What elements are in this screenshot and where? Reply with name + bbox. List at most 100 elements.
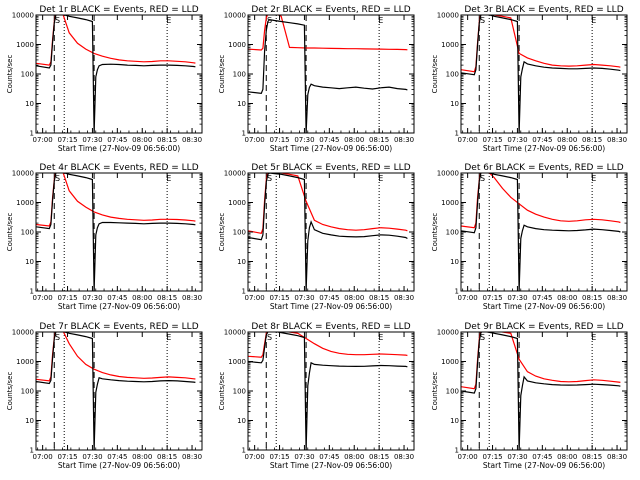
x-tick-label: 08:15: [582, 136, 602, 144]
marker-label: E: [378, 174, 383, 183]
y-tick-label: 10: [237, 258, 246, 266]
x-tick-label: 08:00: [132, 294, 152, 302]
detector-panel: Det 8r BLACK = Events, RED = LLD 1 10 100 10…: [218, 322, 415, 470]
x-tick-label: 08:00: [344, 453, 364, 461]
y-tick-label: 1000: [228, 199, 246, 207]
x-tick-label: 07:15: [482, 453, 502, 461]
x-tick-label: 07:45: [532, 453, 552, 461]
y-tick-label: 1000: [228, 41, 246, 49]
x-tick-label: 08:30: [394, 453, 414, 461]
panel-title: Det 6r BLACK = Events, RED = LLD: [464, 163, 623, 173]
x-tick-label: 08:00: [557, 294, 577, 302]
events-series-line: [248, 332, 408, 450]
x-tick-label: 07:00: [245, 136, 265, 144]
marker-label: S: [480, 333, 485, 342]
y-tick-label: 10000: [224, 170, 246, 178]
x-tick-label: 08:30: [607, 294, 627, 302]
x-tick-label: 07:30: [294, 453, 314, 461]
y-tick-label: 100: [233, 71, 246, 79]
y-tick-label: 10: [450, 258, 459, 266]
lld-series-line: [248, 332, 408, 358]
plot-frame: [35, 14, 203, 134]
y-tick-label: 10: [25, 417, 34, 425]
x-tick-label: 07:30: [507, 453, 527, 461]
y-tick-label: 10000: [224, 329, 246, 337]
x-tick-label: 07:30: [294, 136, 314, 144]
detector-panel: Det 5r BLACK = Events, RED = LLD 1 10 100 10…: [218, 163, 415, 311]
y-tick-label: 100: [233, 229, 246, 237]
x-tick-label: 07:45: [107, 453, 127, 461]
panel-title: Det 2r BLACK = Events, RED = LLD: [251, 5, 410, 15]
x-axis-label: Start Time (27-Nov-09 06:56:00): [58, 461, 180, 470]
y-tick-label: 10: [237, 100, 246, 108]
events-series-line: [461, 15, 621, 133]
marker-label: S: [55, 333, 60, 342]
y-tick-label: 1000: [441, 41, 459, 49]
x-tick-label: 08:00: [344, 136, 364, 144]
panel-title: Det 3r BLACK = Events, RED = LLD: [464, 5, 623, 15]
y-tick-label: 1: [455, 130, 459, 138]
x-tick-label: 08:15: [157, 294, 177, 302]
y-tick-label: 100: [446, 388, 459, 396]
x-tick-label: 07:45: [319, 294, 339, 302]
y-tick-label: 1000: [441, 358, 459, 366]
x-tick-label: 08:30: [182, 294, 202, 302]
y-axis-label: Counts/sec: [431, 213, 439, 252]
x-tick-label: 07:00: [458, 136, 478, 144]
x-tick-label: 07:15: [57, 294, 77, 302]
y-tick-label: 1: [242, 447, 246, 455]
x-tick-label: 08:00: [557, 136, 577, 144]
y-tick-label: 10: [450, 417, 459, 425]
marker-label: E: [591, 333, 596, 342]
x-tick-label: 08:00: [132, 136, 152, 144]
x-tick-label: 08:15: [369, 294, 389, 302]
x-tick-label: 08:00: [557, 453, 577, 461]
x-tick-label: 07:30: [507, 136, 527, 144]
marker-label: E: [591, 16, 596, 25]
panel-title: Det 1r BLACK = Events, RED = LLD: [39, 5, 198, 15]
x-tick-label: 07:00: [458, 294, 478, 302]
plot-frame: [247, 331, 415, 451]
y-tick-label: 100: [21, 71, 34, 79]
x-tick-label: 07:15: [57, 136, 77, 144]
y-tick-label: 1: [455, 288, 459, 296]
detector-panel: Det 2r BLACK = Events, RED = LLD 1 10 100 10…: [218, 5, 415, 153]
x-tick-label: 08:00: [344, 294, 364, 302]
x-tick-label: 08:30: [182, 136, 202, 144]
y-tick-label: 100: [446, 229, 459, 237]
detector-panel: Det 7r BLACK = Events, RED = LLD 1 10 100 10…: [6, 322, 203, 470]
x-tick-label: 08:15: [157, 453, 177, 461]
marker-label: S: [55, 174, 60, 183]
y-tick-label: 1: [455, 447, 459, 455]
plot-frame: [247, 14, 415, 134]
marker-label: E: [166, 333, 171, 342]
y-tick-label: 1000: [16, 41, 34, 49]
marker-label: S: [267, 174, 272, 183]
x-tick-label: 07:45: [107, 294, 127, 302]
x-tick-label: 07:00: [33, 136, 53, 144]
y-tick-label: 10000: [12, 329, 34, 337]
x-axis-label: Start Time (27-Nov-09 06:56:00): [58, 302, 180, 311]
x-tick-label: 08:15: [582, 453, 602, 461]
y-tick-label: 1: [242, 288, 246, 296]
plot-frame: [35, 172, 203, 292]
x-axis-label: Start Time (27-Nov-09 06:56:00): [270, 302, 392, 311]
y-tick-label: 10000: [12, 170, 34, 178]
y-tick-label: 1000: [228, 358, 246, 366]
x-tick-label: 07:00: [245, 294, 265, 302]
x-axis-label: Start Time (27-Nov-09 06:56:00): [58, 144, 180, 153]
marker-label: S: [55, 16, 60, 25]
x-tick-label: 07:45: [319, 453, 339, 461]
x-tick-label: 08:00: [132, 453, 152, 461]
events-series-line: [461, 173, 621, 291]
marker-label: S: [480, 16, 485, 25]
y-axis-label: Counts/sec: [431, 372, 439, 411]
marker-label: E: [378, 16, 383, 25]
plot-frame: [247, 172, 415, 292]
y-axis-label: Counts/sec: [6, 372, 14, 411]
y-tick-label: 10000: [224, 12, 246, 20]
marker-label: S: [480, 174, 485, 183]
x-tick-label: 07:30: [82, 453, 102, 461]
x-tick-label: 07:30: [507, 294, 527, 302]
